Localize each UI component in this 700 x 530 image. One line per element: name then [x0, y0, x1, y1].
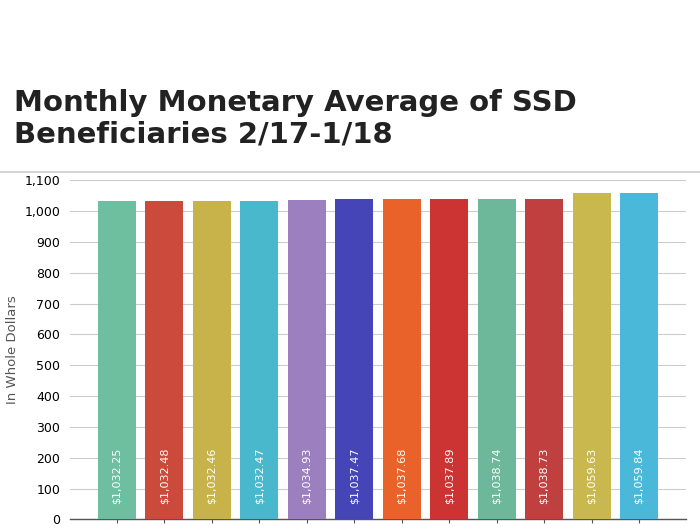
- Text: $1,037.47: $1,037.47: [349, 447, 359, 504]
- Text: $1,037.89: $1,037.89: [444, 447, 454, 504]
- Text: Monthly Monetary Average of SSD
Beneficiaries 2/17-1/18: Monthly Monetary Average of SSD Benefici…: [14, 89, 577, 148]
- Text: $1,032.47: $1,032.47: [254, 447, 265, 504]
- Bar: [477, 199, 516, 519]
- Text: $1,059.84: $1,059.84: [634, 447, 644, 504]
- Text: $1,038.74: $1,038.74: [491, 447, 502, 504]
- Text: $1,059.63: $1,059.63: [587, 448, 596, 504]
- Bar: [193, 201, 231, 519]
- Y-axis label: In Whole Dollars: In Whole Dollars: [6, 295, 19, 404]
- Bar: [383, 199, 421, 519]
- Text: $1,037.68: $1,037.68: [397, 448, 407, 504]
- Bar: [240, 201, 279, 519]
- Bar: [98, 201, 136, 519]
- Bar: [620, 192, 658, 519]
- Text: $1,032.48: $1,032.48: [160, 447, 169, 504]
- Text: $1,034.93: $1,034.93: [302, 448, 312, 504]
- Text: $1,032.25: $1,032.25: [112, 448, 122, 504]
- Bar: [573, 192, 610, 519]
- Bar: [525, 199, 563, 519]
- Bar: [335, 199, 373, 519]
- Bar: [146, 201, 183, 519]
- Text: $1,032.46: $1,032.46: [207, 448, 217, 504]
- Text: $1,038.73: $1,038.73: [539, 448, 549, 504]
- Bar: [430, 199, 468, 519]
- Bar: [288, 200, 326, 519]
